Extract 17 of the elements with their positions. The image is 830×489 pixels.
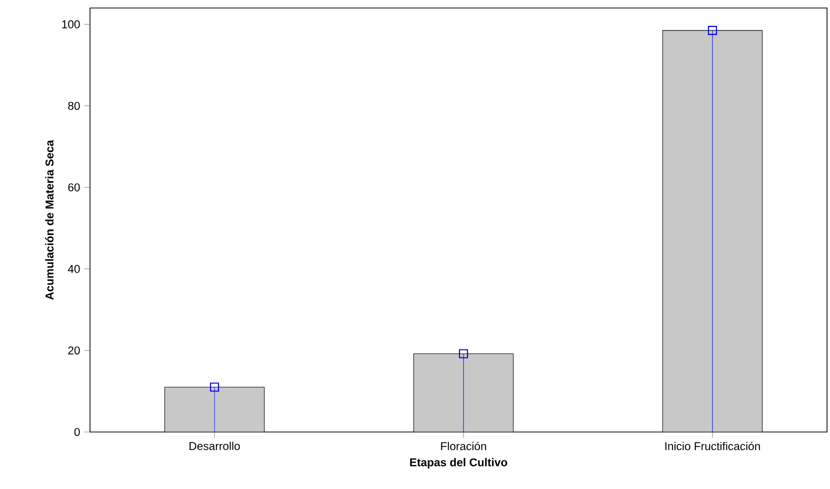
y-tick-label: 0 — [74, 428, 80, 436]
y-tick-label: 40 — [68, 264, 80, 273]
x-axis-title: Etapas del Cultivo — [410, 458, 508, 469]
y-axis-title: Acumulación de Materia Seca — [45, 140, 54, 300]
y-tick-label: 20 — [68, 346, 80, 354]
y-tick-label: 60 — [68, 183, 80, 192]
bar — [413, 353, 514, 432]
y-tick-label: 100 — [62, 20, 80, 28]
point — [210, 382, 220, 392]
x-tick-label: Desarrollo — [190, 442, 240, 450]
point — [458, 349, 468, 358]
point — [708, 26, 718, 35]
x-tick-label: Floración — [441, 442, 486, 450]
bar — [662, 30, 763, 432]
x-tick-label: Inicio Fructificación — [665, 442, 760, 450]
bar — [164, 386, 265, 432]
y-tick-label: 80 — [68, 102, 80, 110]
